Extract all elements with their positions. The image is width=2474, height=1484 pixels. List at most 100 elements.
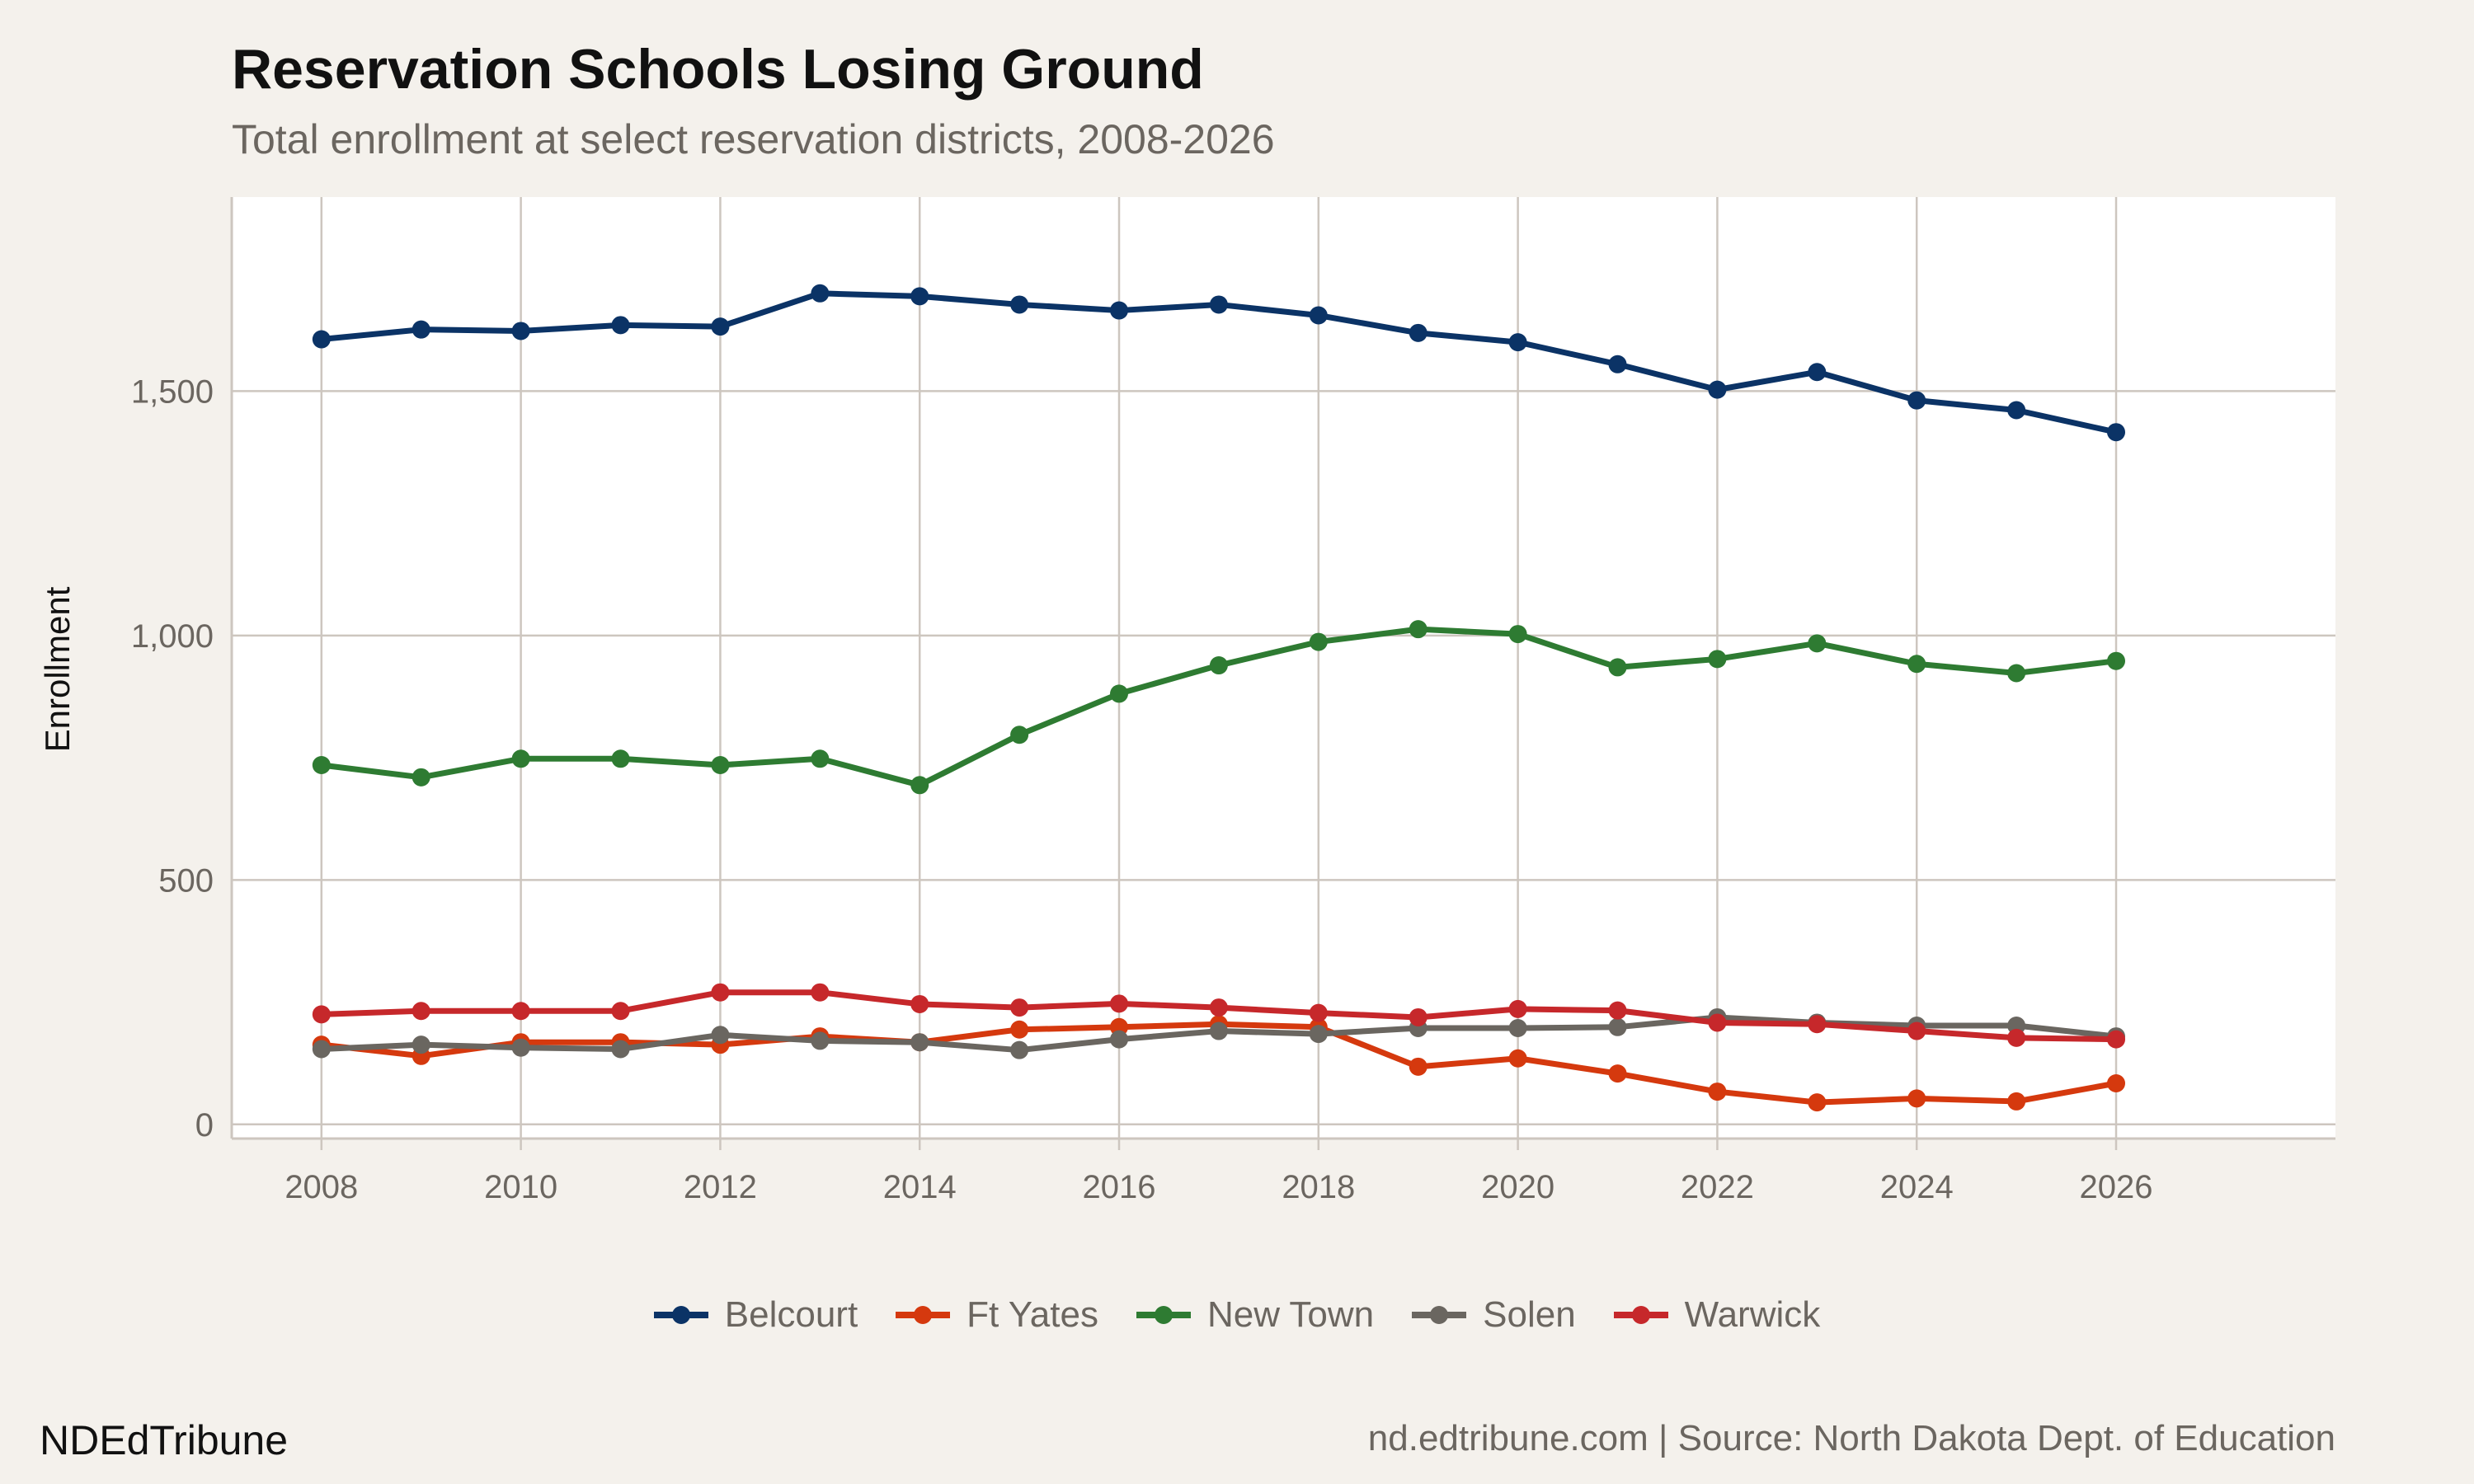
data-point-new-town xyxy=(2007,664,2026,683)
legend-key-icon xyxy=(1613,1306,1668,1324)
legend-label: Warwick xyxy=(1684,1294,1821,1335)
data-point-solen xyxy=(511,1038,530,1057)
data-point-belcourt xyxy=(811,284,830,303)
data-point-new-town xyxy=(1907,655,1926,674)
x-tick-label: 2012 xyxy=(684,1169,757,1205)
legend-item-warwick: Warwick xyxy=(1613,1294,1821,1336)
data-point-new-town xyxy=(910,776,929,795)
data-point-warwick xyxy=(811,983,830,1002)
data-point-new-town xyxy=(412,768,430,787)
data-point-warwick xyxy=(2107,1030,2126,1049)
x-tick-label: 2010 xyxy=(484,1169,557,1205)
data-point-new-town xyxy=(1110,684,1129,703)
data-point-new-town xyxy=(1708,650,1727,669)
data-point-warwick xyxy=(910,994,929,1013)
brand-label: NDEdTribune xyxy=(40,1417,289,1463)
data-point-solen xyxy=(1110,1030,1129,1049)
data-point-belcourt xyxy=(1309,306,1328,325)
data-point-warwick xyxy=(711,983,730,1002)
x-tick-label: 2016 xyxy=(1083,1169,1156,1205)
data-point-ft-yates xyxy=(2107,1073,2126,1092)
data-point-solen xyxy=(711,1026,730,1045)
data-point-new-town xyxy=(711,755,730,774)
legend-item-solen: Solen xyxy=(1412,1294,1576,1336)
data-point-warwick xyxy=(412,1002,430,1021)
data-point-warwick xyxy=(1409,1007,1427,1026)
data-point-belcourt xyxy=(1907,391,1926,410)
data-point-solen xyxy=(1010,1040,1029,1059)
chart-title: Reservation Schools Losing Ground xyxy=(232,38,1204,101)
y-tick-label: 500 xyxy=(158,862,214,899)
data-point-warwick xyxy=(1708,1013,1727,1032)
data-point-new-town xyxy=(1808,634,1827,653)
data-point-new-town xyxy=(1508,625,1527,644)
legend-item-ft-yates: Ft Yates xyxy=(896,1294,1098,1336)
data-point-new-town xyxy=(611,749,630,768)
data-point-warwick xyxy=(2007,1028,2026,1047)
legend-item-belcourt: Belcourt xyxy=(653,1294,858,1336)
data-point-belcourt xyxy=(711,317,730,336)
legend-label: Ft Yates xyxy=(967,1294,1098,1335)
data-point-belcourt xyxy=(1010,295,1029,314)
data-point-warwick xyxy=(511,1002,530,1021)
data-point-solen xyxy=(1309,1025,1328,1044)
data-point-ft-yates xyxy=(1808,1093,1827,1112)
data-point-warwick xyxy=(611,1002,630,1021)
data-point-belcourt xyxy=(1708,380,1727,399)
data-point-ft-yates xyxy=(1508,1049,1527,1068)
data-point-belcourt xyxy=(910,287,929,306)
data-point-new-town xyxy=(1209,656,1228,675)
data-point-warwick xyxy=(1508,999,1527,1018)
x-tick-label: 2018 xyxy=(1282,1169,1355,1205)
y-tick-label: 0 xyxy=(195,1107,214,1144)
legend-label: Belcourt xyxy=(724,1294,858,1335)
chart-subtitle: Total enrollment at select reservation d… xyxy=(232,116,1275,162)
legend: Belcourt Ft Yates New Town Solen Warwick xyxy=(0,1294,2474,1336)
data-point-new-town xyxy=(1309,632,1328,651)
data-point-ft-yates xyxy=(1907,1089,1926,1108)
x-tick-label: 2008 xyxy=(285,1169,358,1205)
legend-key-icon xyxy=(653,1306,708,1324)
data-point-belcourt xyxy=(2007,401,2026,420)
data-point-new-town xyxy=(511,749,530,768)
data-point-ft-yates xyxy=(2007,1092,2026,1111)
legend-key-icon xyxy=(1136,1306,1191,1324)
legend-item-new-town: New Town xyxy=(1136,1294,1374,1336)
data-point-solen xyxy=(1209,1021,1228,1040)
data-point-belcourt xyxy=(312,330,331,349)
data-point-ft-yates xyxy=(1708,1082,1727,1101)
x-tick-label: 2022 xyxy=(1681,1169,1754,1205)
data-point-belcourt xyxy=(1808,363,1827,382)
data-point-belcourt xyxy=(1110,301,1129,320)
data-point-warwick xyxy=(1808,1015,1827,1034)
y-tick-label: 1,000 xyxy=(131,618,214,655)
data-point-solen xyxy=(811,1031,830,1050)
data-point-solen xyxy=(1508,1018,1527,1037)
source-note: nd.edtribune.com | Source: North Dakota … xyxy=(1367,1418,2335,1458)
data-point-belcourt xyxy=(1608,355,1627,373)
data-point-solen xyxy=(412,1036,430,1054)
data-point-new-town xyxy=(1608,658,1627,677)
data-point-warwick xyxy=(1309,1003,1328,1022)
data-point-warwick xyxy=(1608,1001,1627,1020)
data-point-warwick xyxy=(1907,1021,1926,1040)
data-point-warwick xyxy=(312,1005,331,1024)
data-point-solen xyxy=(1608,1017,1627,1036)
data-point-belcourt xyxy=(1409,323,1427,342)
y-axis-label: Enrollment xyxy=(38,586,77,752)
legend-key-icon xyxy=(896,1306,951,1324)
legend-label: New Town xyxy=(1206,1294,1375,1335)
data-point-ft-yates xyxy=(1409,1057,1427,1076)
data-point-solen xyxy=(611,1040,630,1059)
data-point-solen xyxy=(312,1040,331,1059)
data-point-new-town xyxy=(811,749,830,768)
data-point-new-town xyxy=(312,755,331,774)
data-point-ft-yates xyxy=(1608,1064,1627,1083)
data-point-belcourt xyxy=(412,320,430,339)
data-point-warwick xyxy=(1110,994,1129,1013)
data-point-new-town xyxy=(1010,726,1029,744)
data-point-solen xyxy=(910,1033,929,1052)
x-tick-label: 2024 xyxy=(1880,1169,1954,1205)
data-point-belcourt xyxy=(1209,295,1228,314)
x-tick-label: 2014 xyxy=(883,1169,957,1205)
